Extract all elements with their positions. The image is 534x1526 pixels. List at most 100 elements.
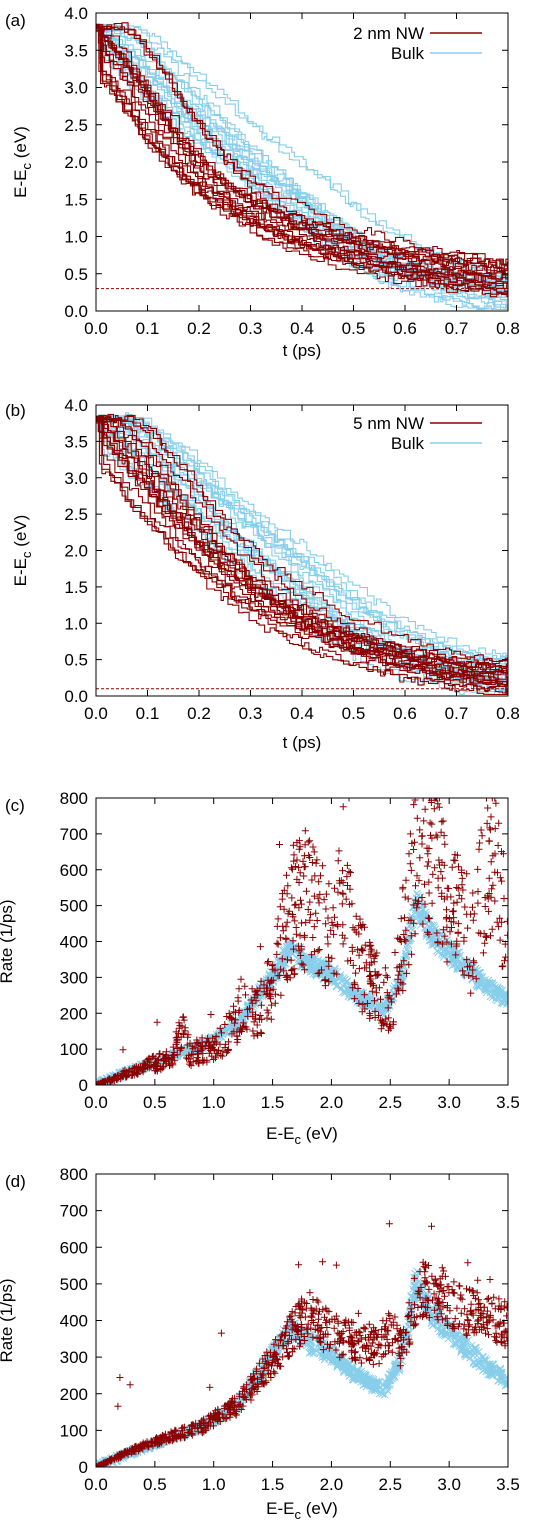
y-tick-label: 0.5 bbox=[64, 265, 88, 284]
x-tick-label: 0.5 bbox=[143, 1475, 167, 1494]
x-tick-label: 0.4 bbox=[290, 704, 314, 723]
x-tick-label: 0.0 bbox=[84, 1475, 108, 1494]
x-tick-label: 1.0 bbox=[202, 1093, 226, 1112]
trajectory-line bbox=[96, 25, 508, 278]
y-tick-label: 100 bbox=[60, 1421, 88, 1440]
plot-area bbox=[96, 412, 508, 696]
y-tick-label: 300 bbox=[60, 1348, 88, 1367]
y-tick-label: 700 bbox=[60, 825, 88, 844]
y-tick-label: 500 bbox=[60, 897, 88, 916]
trajectory-line bbox=[96, 23, 508, 271]
x-tick-label: 0.3 bbox=[239, 704, 263, 723]
y-tick-label: 3.0 bbox=[64, 79, 88, 98]
x-tick-label: 0.3 bbox=[239, 319, 263, 338]
y-tick-label: 700 bbox=[60, 1202, 88, 1221]
legend-label: 2 nm NW bbox=[353, 24, 424, 43]
x-tick-label: 0.6 bbox=[393, 704, 417, 723]
y-tick-label: 500 bbox=[60, 1275, 88, 1294]
trajectory-line bbox=[96, 415, 508, 694]
chart-panel-d: 0.0 0.5 1.0 1.5 2.0 2.5 3.0 3.5 0 100 200 300 400 500… bbox=[0, 1165, 520, 1522]
trajectory-line bbox=[96, 421, 508, 681]
label-main: E-E bbox=[11, 558, 30, 586]
trajectory-line bbox=[96, 419, 508, 679]
panel-label: (b) bbox=[5, 401, 26, 420]
label-subscript: c bbox=[19, 163, 34, 170]
trajectory-line bbox=[96, 412, 508, 660]
trajectory-line bbox=[96, 414, 508, 681]
x-axis-label: E-Ec (eV) bbox=[266, 1499, 338, 1522]
y-axis-label: E-Ec (eV) bbox=[11, 515, 34, 587]
y-tick-label: 100 bbox=[60, 1040, 88, 1059]
y-axis-label: Rate (1/ps) bbox=[0, 1278, 16, 1362]
label-subscript: c bbox=[295, 1507, 302, 1522]
panel-label: (a) bbox=[5, 11, 26, 30]
x-tick-label: 0.5 bbox=[342, 319, 366, 338]
y-tick-label: 3.0 bbox=[64, 469, 88, 488]
trajectory-line bbox=[96, 24, 508, 298]
trajectory-line bbox=[96, 27, 508, 290]
x-tick-label: 3.0 bbox=[437, 1475, 461, 1494]
trajectory-line bbox=[96, 419, 508, 679]
x-tick-label: 0.1 bbox=[136, 704, 160, 723]
x-tick-label: 0.5 bbox=[342, 704, 366, 723]
y-tick-label: 400 bbox=[60, 933, 88, 952]
trajectory-line bbox=[96, 421, 508, 679]
label-main: E-E bbox=[266, 1499, 294, 1518]
trajectory-line bbox=[96, 416, 508, 679]
y-tick-label: 3.5 bbox=[64, 41, 88, 60]
nw-scatter-points bbox=[96, 1220, 508, 1467]
y-tick-label: 800 bbox=[60, 1165, 88, 1184]
x-axis-label: t (ps) bbox=[283, 341, 322, 360]
y-tick-label: 2.5 bbox=[64, 116, 88, 135]
x-tick-label: 0.5 bbox=[143, 1093, 167, 1112]
y-tick-label: 0.0 bbox=[64, 302, 88, 321]
label-main: E-E bbox=[11, 170, 30, 198]
y-tick-label: 4.0 bbox=[64, 396, 88, 415]
legend-label: 5 nm NW bbox=[353, 414, 424, 433]
y-tick-label: 2.5 bbox=[64, 505, 88, 524]
y-tick-label: 0.0 bbox=[64, 687, 88, 706]
x-tick-label: 0.0 bbox=[84, 319, 108, 338]
label-main: E-E bbox=[266, 1124, 294, 1143]
x-tick-label: 1.0 bbox=[202, 1475, 226, 1494]
x-tick-label: 0.1 bbox=[136, 319, 160, 338]
y-tick-label: 800 bbox=[60, 789, 88, 808]
y-tick-label: 0.5 bbox=[64, 651, 88, 670]
label-unit: (eV) bbox=[301, 1499, 338, 1518]
trajectory-line bbox=[96, 24, 508, 280]
x-tick-label: 2.5 bbox=[378, 1093, 402, 1112]
y-tick-label: 2.0 bbox=[64, 153, 88, 172]
trajectory-line bbox=[96, 25, 508, 294]
trajectory-line bbox=[96, 28, 508, 270]
trajectory-line bbox=[96, 25, 508, 286]
panel-label: (c) bbox=[5, 796, 25, 815]
label-unit: (eV) bbox=[11, 126, 30, 163]
x-tick-label: 1.5 bbox=[261, 1093, 285, 1112]
trajectory-line bbox=[96, 414, 508, 665]
x-axis-label: E-Ec (eV) bbox=[266, 1124, 338, 1147]
y-tick-label: 200 bbox=[60, 1385, 88, 1404]
trajectory-line bbox=[96, 22, 508, 265]
trajectory-line bbox=[96, 415, 508, 694]
y-tick-label: 1.0 bbox=[64, 228, 88, 247]
x-tick-label: 3.5 bbox=[496, 1093, 520, 1112]
x-tick-label: 3.5 bbox=[496, 1475, 520, 1494]
plot-area bbox=[96, 1220, 508, 1467]
y-tick-label: 1.5 bbox=[64, 578, 88, 597]
y-tick-label: 0 bbox=[79, 1076, 88, 1095]
x-tick-label: 0.4 bbox=[290, 319, 314, 338]
y-tick-label: 1.0 bbox=[64, 614, 88, 633]
x-tick-label: 2.0 bbox=[320, 1093, 344, 1112]
trajectory-line bbox=[96, 422, 508, 674]
x-tick-label: 0.0 bbox=[84, 1093, 108, 1112]
label-unit: (eV) bbox=[301, 1124, 338, 1143]
label-unit: (eV) bbox=[11, 515, 30, 552]
x-tick-label: 0.7 bbox=[445, 319, 469, 338]
y-tick-label: 400 bbox=[60, 1312, 88, 1331]
label-subscript: c bbox=[19, 551, 34, 558]
trajectory-line bbox=[96, 30, 508, 269]
